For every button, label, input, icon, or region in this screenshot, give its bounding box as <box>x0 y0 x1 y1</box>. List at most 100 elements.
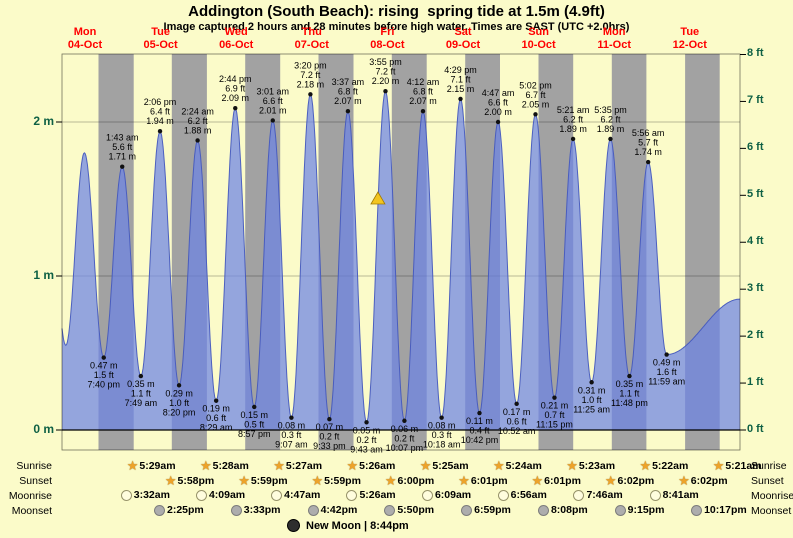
date-label: Tue 12-Oct <box>672 26 707 51</box>
low-tide-label: 0.49 m 1.6 ft 11:59 am <box>648 358 685 387</box>
moonrise-icon <box>271 489 283 501</box>
moon-phase: New Moon | 8:44pm <box>287 519 409 532</box>
high-tide-label: 4:29 pm 7.1 ft 2.15 m <box>444 65 477 94</box>
sunrise-entry: ★ 5:28am <box>200 459 249 472</box>
sunrise-entry: ★ 5:29am <box>127 459 176 472</box>
moonset-entry: 6:59pm <box>461 504 511 516</box>
tide-extreme-dot <box>627 373 632 379</box>
tide-extreme-dot <box>270 118 275 123</box>
tide-extreme-dot <box>364 420 369 425</box>
y-axis-right-label: 0 ft <box>747 423 764 435</box>
high-tide-label: 3:55 pm 7.2 ft 2.20 m <box>369 57 402 86</box>
tide-extreme-dot <box>533 112 538 117</box>
moonrise-icon <box>195 489 207 501</box>
tide-extreme-dot <box>101 355 106 360</box>
sunrise-entry: ★ 5:22am <box>639 459 688 472</box>
y-axis-right-label: 7 ft <box>747 94 764 107</box>
high-tide-label: 3:20 pm 7.2 ft 2.18 m <box>294 60 327 89</box>
sunset-label-right: Sunset <box>751 475 784 487</box>
moonrise-icon <box>346 489 358 501</box>
moonset-time: 10:17pm <box>704 504 747 516</box>
current-level-marker <box>370 191 386 205</box>
moonrise-time: 6:09am <box>434 489 472 501</box>
moonset-time: 2:25pm <box>167 504 204 516</box>
sunrise-icon: ★ <box>419 458 432 473</box>
tide-extreme-dot <box>195 138 200 143</box>
tide-extreme-dot <box>664 352 669 357</box>
moonrise-entry: 7:46am <box>573 489 623 501</box>
y-axis-left-label: 1 m <box>33 268 54 282</box>
low-tide-label: 0.07 m 0.2 ft 9:33 pm <box>313 422 346 451</box>
moonrise-time: 4:47am <box>284 489 321 501</box>
low-tide-label: 0.11 m 0.4 ft 10:42 pm <box>461 416 499 445</box>
high-tide-label: 3:37 am 6.8 ft 2.07 m <box>332 77 365 106</box>
low-tide-label: 0.19 m 0.6 ft 8:29 am <box>200 404 233 433</box>
tide-extreme-dot <box>514 401 519 407</box>
moonset-row: 2:25pm 3:33pm 4:42pm 5:50pm 6:59pm 8:08pm 9:15… <box>0 504 793 519</box>
sunrise-icon: ★ <box>199 458 212 473</box>
low-tide-label: 0.08 m 0.3 ft 10:18 am <box>423 421 461 450</box>
sunrise-label-left: Sunrise <box>16 460 52 472</box>
tide-extreme-dot <box>570 136 576 142</box>
tide-extreme-dot <box>477 410 482 416</box>
sunset-time: 5:59pm <box>250 474 288 487</box>
sunrise-entry: ★ 5:23am <box>566 459 615 472</box>
moon-phase-label: New Moon | 8:44pm <box>306 519 409 532</box>
moonset-entry: 3:33pm <box>230 504 281 516</box>
sunset-time: 6:01pm <box>544 474 581 487</box>
high-tide-label: 2:24 am 6.2 ft 1.88 m <box>181 106 214 135</box>
sunset-entry: ★ 6:01pm <box>531 474 580 487</box>
sunrise-time: 5:29am <box>139 459 176 472</box>
sunset-time: 5:58pm <box>177 474 215 487</box>
sunset-time: 5:59pm <box>324 474 361 487</box>
date-label: Fri 08-Oct <box>370 26 405 51</box>
date-label: Sun 10-Oct <box>521 26 556 51</box>
date-label: Thu 07-Oct <box>294 26 329 51</box>
page-subtitle: Image captured 2 hours and 28 minutes be… <box>163 21 630 33</box>
sunrise-icon: ★ <box>346 458 359 473</box>
low-tide-label: 0.47 m 1.5 ft 7:40 pm <box>87 361 120 390</box>
y-axis-left-label: 2 m <box>33 114 54 128</box>
moonrise-entry: 4:47am <box>271 489 320 501</box>
page-title: Addington (South Beach): rising spring t… <box>188 3 605 20</box>
tide-curve <box>61 90 740 424</box>
moonrise-time: 5:26am <box>359 489 396 501</box>
date-label: Tue 05-Oct <box>143 26 178 51</box>
y-axis-right-label: 3 ft <box>747 282 764 295</box>
tide-extreme-dot <box>458 96 463 102</box>
moonset-time: 6:59pm <box>474 504 511 516</box>
sunset-entry: ★ 5:59pm <box>238 474 287 487</box>
sunrise-entry: ★ 5:25am <box>420 459 469 472</box>
y-axis-right-label: 8 ft <box>747 47 764 60</box>
date-label: Mon 04-Oct <box>67 26 103 51</box>
sunrise-time: 5:25am <box>432 459 469 472</box>
low-tide-label: 0.15 m 0.5 ft 8:57 pm <box>238 410 271 439</box>
plot-border <box>61 53 741 451</box>
sunset-time: 6:02pm <box>690 474 728 487</box>
sunrise-time: 5:26am <box>359 459 396 472</box>
tide-extreme-dot <box>383 89 388 94</box>
low-tide-label: 0.35 m 1.1 ft 7:49 am <box>125 379 158 408</box>
y-axis-right-label: 2 ft <box>747 329 764 342</box>
sunrise-icon: ★ <box>126 458 139 473</box>
sunset-icon: ★ <box>678 473 690 488</box>
moonset-time: 3:33pm <box>243 504 281 516</box>
tide-extreme-dot <box>138 373 144 379</box>
moonset-icon <box>230 504 242 516</box>
sunrise-label-right: Sunrise <box>751 460 787 472</box>
moonset-icon <box>154 504 165 516</box>
moonset-icon <box>537 504 549 516</box>
sunset-icon: ★ <box>384 473 397 488</box>
tide-extreme-dot <box>589 380 594 385</box>
sunset-entry: ★ 5:58pm <box>165 474 214 487</box>
y-axis-right-label: 5 ft <box>747 188 764 201</box>
sunset-icon: ★ <box>238 473 250 488</box>
moonset-icon <box>614 504 626 516</box>
tide-extreme-dot <box>213 398 219 403</box>
moonrise-time: 8:41am <box>662 489 699 501</box>
moonset-icon <box>384 504 396 516</box>
moonset-icon <box>461 504 473 516</box>
moonrise-entry: 4:09am <box>195 489 245 501</box>
high-tide-label: 2:06 pm 6.4 ft 1.94 m <box>144 97 177 126</box>
